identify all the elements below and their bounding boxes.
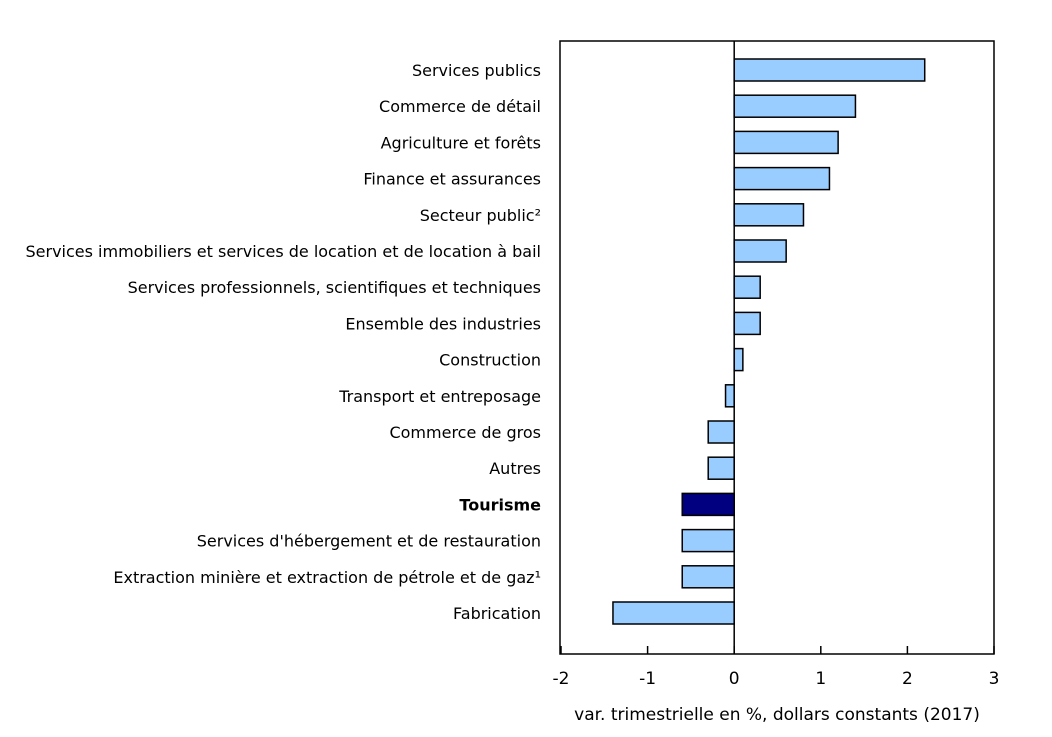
x-tick-label: -1 <box>639 669 656 689</box>
category-label: Transport et entreposage <box>338 387 541 406</box>
category-label: Services immobiliers et services de loca… <box>26 242 542 261</box>
x-tick-label: 2 <box>902 669 913 689</box>
category-label: Extraction minière et extraction de pétr… <box>113 568 541 587</box>
bar <box>733 311 761 336</box>
bar <box>733 94 857 118</box>
bar <box>733 166 831 191</box>
bar <box>707 456 735 480</box>
category-label: Services d'hébergement et de restauratio… <box>197 532 541 551</box>
plot-frame <box>559 40 995 655</box>
category-label: Secteur public² <box>420 206 541 225</box>
bar <box>733 275 761 299</box>
bar <box>612 601 735 625</box>
category-label: Fabrication <box>453 604 541 623</box>
bar <box>733 347 744 372</box>
x-tick-label: 0 <box>729 669 740 689</box>
category-label: Tourisme <box>459 495 541 514</box>
bar <box>707 420 735 444</box>
category-label: Finance et assurances <box>363 170 541 189</box>
x-tick-label: 1 <box>815 669 826 689</box>
bar <box>733 239 787 263</box>
category-label: Autres <box>489 459 541 478</box>
x-axis-label: var. trimestrielle en %, dollars constan… <box>574 705 980 725</box>
x-tick-label: -2 <box>553 669 570 689</box>
bar <box>724 384 735 408</box>
bar <box>681 528 735 553</box>
category-label: Ensemble des industries <box>345 314 541 333</box>
category-label: Commerce de détail <box>379 97 541 116</box>
bar <box>681 492 735 517</box>
category-label: Commerce de gros <box>389 423 541 442</box>
category-label: Agriculture et forêts <box>381 133 541 152</box>
category-label: Services publics <box>412 61 541 80</box>
x-tick-label: 3 <box>989 669 1000 689</box>
category-label: Services professionnels, scientifiques e… <box>128 278 541 297</box>
bar <box>733 130 839 155</box>
bar <box>733 58 926 82</box>
bar <box>733 203 805 227</box>
bar <box>681 565 735 589</box>
category-label: Construction <box>439 351 541 370</box>
